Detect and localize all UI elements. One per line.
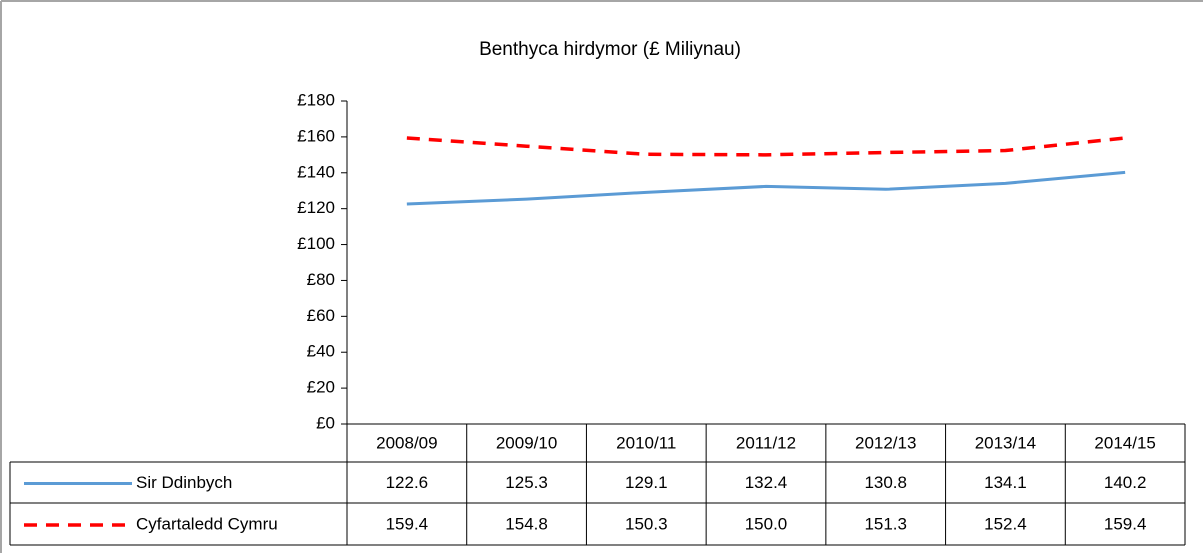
data-label: 125.3: [505, 473, 548, 492]
x-tick-label: 2011/12: [736, 433, 796, 452]
data-label: 140.2: [1104, 473, 1147, 492]
y-tick-label: £80: [307, 270, 335, 289]
chart-title: Benthyca hirdymor (£ Miliynau): [479, 39, 741, 60]
x-tick-label: 2008/09: [376, 433, 437, 452]
x-tick-label: 2009/10: [496, 433, 557, 452]
data-label: 150.3: [625, 514, 668, 533]
x-tick-label: 2010/11: [616, 433, 676, 452]
data-label: 154.8: [505, 514, 548, 533]
y-tick-label: £40: [307, 342, 335, 361]
y-tick-label: £180: [297, 90, 335, 109]
data-label: 132.4: [745, 473, 788, 492]
y-tick-label: £20: [307, 378, 335, 397]
x-tick-label: 2012/13: [855, 433, 916, 452]
y-tick-label: £100: [297, 234, 335, 253]
data-label: 134.1: [984, 473, 1027, 492]
data-label: 151.3: [864, 514, 907, 533]
legend-label: Sir Ddinbych: [136, 473, 232, 492]
data-label: 129.1: [625, 473, 668, 492]
series-line: [406, 136, 1126, 157]
data-label: 159.4: [1104, 514, 1147, 533]
data-label: 122.6: [386, 473, 429, 492]
x-tick-label: 2014/15: [1094, 433, 1155, 452]
y-tick-label: £160: [297, 126, 335, 145]
y-tick-label: £60: [307, 306, 335, 325]
data-label: 152.4: [984, 514, 1027, 533]
legend-label: Cyfartaledd Cymru: [136, 514, 278, 533]
data-label: 130.8: [864, 473, 907, 492]
y-tick-label: £120: [297, 198, 335, 217]
series-line: [406, 170, 1126, 206]
y-tick-label: £140: [297, 162, 335, 181]
x-tick-label: 2013/14: [975, 433, 1036, 452]
data-label: 150.0: [745, 514, 788, 533]
y-tick-label: £0: [316, 413, 335, 432]
data-label: 159.4: [386, 514, 429, 533]
